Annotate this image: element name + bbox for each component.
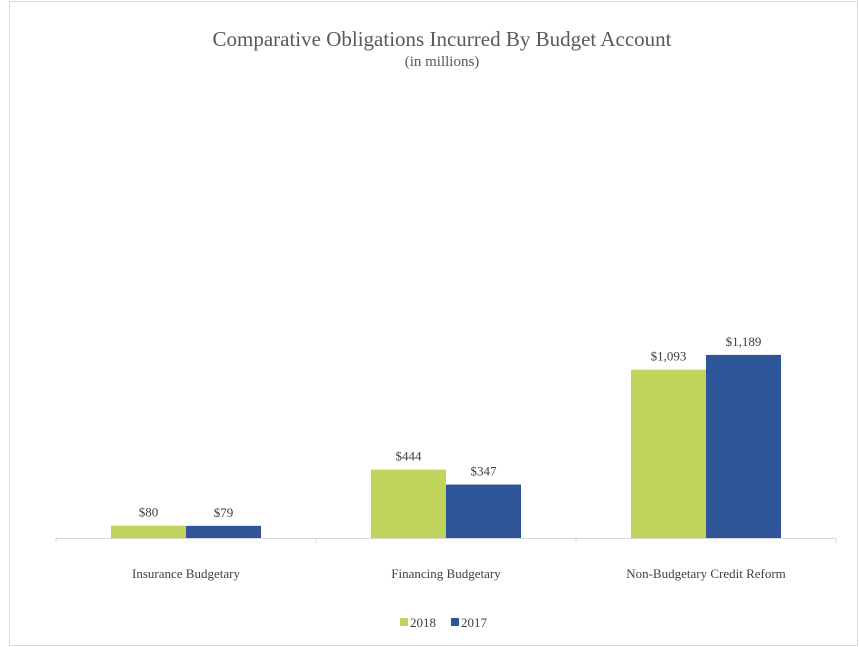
data-label-2017-financing-budgetary: $347 <box>471 464 498 479</box>
legend-label-2018: 2018 <box>410 615 436 630</box>
x-tick-label-non-budgetary-credit-reform: Non-Budgetary Credit Reform <box>626 566 786 581</box>
legend-swatch-2018 <box>400 618 408 626</box>
legend: 2018 2017 <box>400 615 488 630</box>
legend-label-2017: 2017 <box>461 615 488 630</box>
data-label-2018-insurance-budgetary: $80 <box>139 505 159 520</box>
bar-2018-non-budgetary-credit-reform <box>631 369 706 538</box>
x-tick-label-insurance-budgetary: Insurance Budgetary <box>132 566 240 581</box>
bar-2017-financing-budgetary <box>446 484 521 538</box>
chart-title: Comparative Obligations Incurred By Budg… <box>213 27 672 51</box>
data-label-2018-financing-budgetary: $444 <box>396 449 423 464</box>
plot-area: $80 $79 Insurance Budgetary $444 $347 Financi… <box>55 334 837 581</box>
x-tick-label-financing-budgetary: Financing Budgetary <box>391 566 501 581</box>
bar-2017-insurance-budgetary <box>186 525 261 538</box>
data-label-2017-non-budgetary-credit-reform: $1,189 <box>726 334 762 349</box>
data-label-2018-non-budgetary-credit-reform: $1,093 <box>651 349 687 364</box>
bar-2018-financing-budgetary <box>371 469 446 538</box>
chart: Comparative Obligations Incurred By Budg… <box>55 27 837 630</box>
bar-2018-insurance-budgetary <box>111 525 186 538</box>
chart-subtitle: (in millions) <box>405 54 480 70</box>
bar-2017-non-budgetary-credit-reform <box>706 354 781 538</box>
data-label-2017-insurance-budgetary: $79 <box>214 505 234 520</box>
chart-frame: Comparative Obligations Incurred By Budg… <box>9 1 858 646</box>
legend-swatch-2017 <box>451 618 459 626</box>
